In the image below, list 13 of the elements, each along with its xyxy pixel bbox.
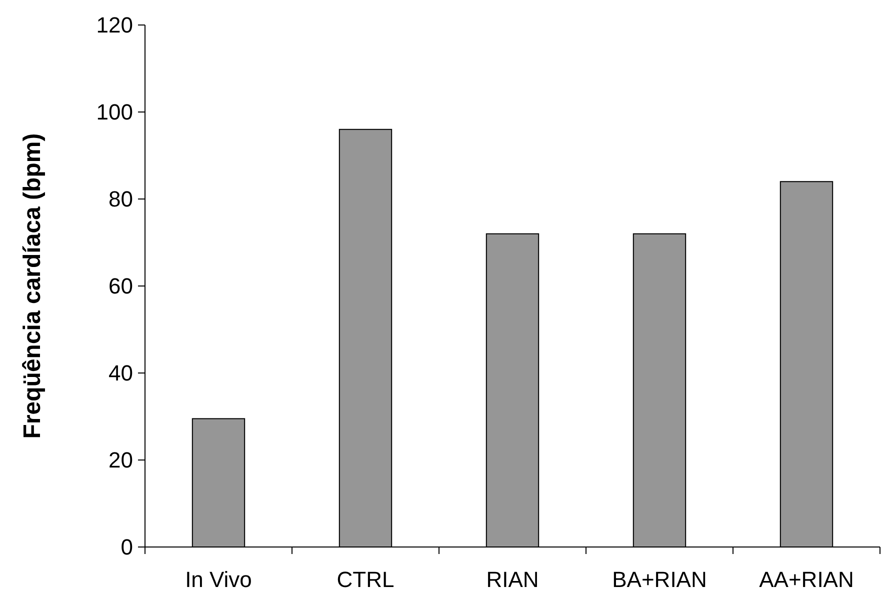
x-tick-label: CTRL	[336, 567, 394, 592]
x-tick-label: RIAN	[486, 567, 539, 592]
y-tick-label: 100	[96, 100, 133, 125]
y-tick-label: 20	[108, 448, 133, 473]
x-tick-label: In Vivo	[185, 567, 252, 592]
y-tick-label: 40	[108, 360, 133, 386]
x-tick-label: BA+RIAN	[612, 567, 707, 592]
y-tick-label: 0	[120, 534, 133, 560]
y-tick-label: 120	[96, 12, 133, 38]
y-axis-title: Freqüência cardíaca (bpm)	[19, 133, 46, 439]
y-tick-label: 80	[108, 186, 133, 212]
x-tick-label: AA+RIAN	[759, 567, 854, 592]
y-tick-label: 60	[108, 274, 133, 299]
